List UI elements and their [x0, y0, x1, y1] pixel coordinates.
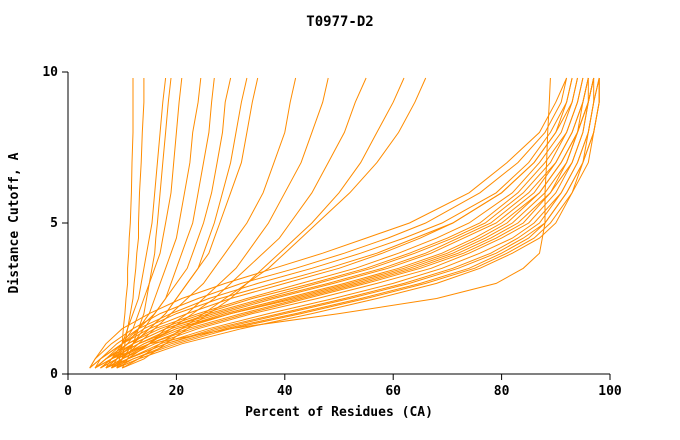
chart-title: T0977-D2 — [306, 14, 373, 30]
curve-36 — [116, 78, 600, 369]
x-tick-label: 60 — [385, 384, 401, 399]
curve-31 — [100, 77, 595, 369]
x-tick-label: 20 — [169, 384, 185, 399]
y-tick-label: 10 — [42, 65, 58, 80]
curves — [89, 77, 600, 369]
curve-04 — [105, 77, 183, 369]
curve-17 — [89, 77, 573, 369]
curve-18 — [94, 77, 578, 369]
curve-06 — [111, 77, 215, 369]
y-axis-label: Distance Cutoff, A — [7, 152, 22, 293]
curve-34 — [94, 78, 589, 369]
x-tick-label: 80 — [494, 384, 510, 399]
curve-27 — [89, 77, 573, 369]
curve-33 — [89, 77, 568, 369]
x-ticks: 0 20 40 60 80 100 — [64, 374, 622, 399]
x-tick-label: 40 — [277, 384, 293, 399]
x-axis-label: Percent of Residues (CA) — [245, 405, 433, 420]
curve-03 — [110, 77, 167, 369]
curve-11 — [111, 77, 297, 369]
curve-38 — [105, 78, 595, 369]
curve-35 — [111, 78, 600, 369]
curve-07 — [94, 77, 232, 369]
curve-25 — [111, 77, 600, 369]
y-ticks: 0 5 10 — [42, 65, 68, 382]
curve-37 — [89, 77, 568, 369]
x-tick-label: 0 — [64, 384, 72, 399]
curve-02 — [116, 78, 145, 369]
x-tick-label: 100 — [598, 384, 622, 399]
curve-30 — [100, 77, 589, 369]
curve-32 — [105, 77, 595, 369]
curve-16 — [94, 77, 551, 369]
y-tick-label: 0 — [50, 367, 58, 382]
curve-28 — [94, 77, 578, 369]
curve-29 — [94, 77, 584, 369]
y-tick-label: 5 — [50, 216, 58, 231]
